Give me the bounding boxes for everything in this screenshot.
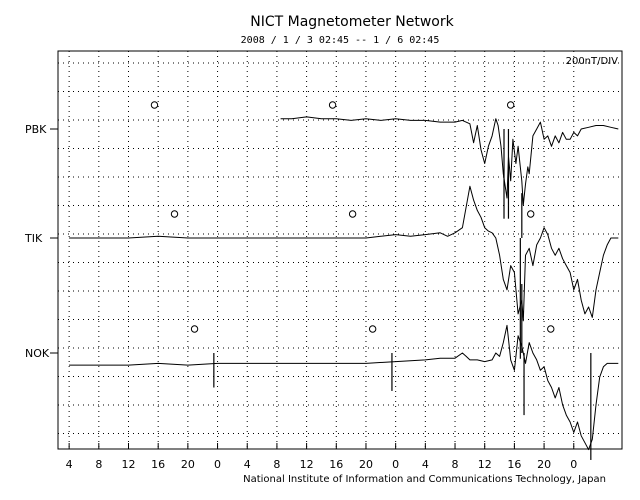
grid (58, 51, 622, 449)
x-tick-label: 20 (359, 458, 373, 471)
scale-label: 200nT/DIV (566, 56, 619, 67)
plot-frame (57, 50, 623, 450)
noon-marker-circle (368, 325, 377, 333)
station-pbk: PBK (25, 101, 619, 219)
x-tick-label: 4 (66, 458, 73, 471)
noon-marker-circle (348, 210, 357, 218)
x-tick-label: 12 (300, 458, 314, 471)
noon-marker-circle (506, 101, 515, 109)
noon-marker-circle (190, 325, 199, 333)
x-tick-label: 0 (570, 458, 577, 471)
chart-title: NICT Magnetometer Network (250, 14, 454, 30)
station-label: NOK (25, 347, 50, 360)
x-tick-label: 0 (214, 458, 221, 471)
noon-marker-circle (547, 325, 555, 333)
station-label: PBK (25, 123, 47, 136)
noon-marker-circle (150, 101, 159, 109)
x-tick-label: 16 (151, 458, 165, 471)
x-tick-label: 8 (273, 458, 280, 471)
x-tick-label: 8 (452, 458, 459, 471)
noon-marker-circle (328, 101, 337, 109)
x-axis-ticks (68, 443, 575, 449)
station-trace (69, 185, 619, 322)
x-tick-label: 12 (478, 458, 492, 471)
credit-text: National Institute of Information and Co… (243, 474, 606, 485)
x-tick-label: 20 (181, 458, 195, 471)
x-tick-label: 16 (329, 458, 343, 471)
station-trace (69, 324, 619, 451)
x-tick-label: 4 (244, 458, 251, 471)
x-tick-label: 16 (507, 458, 521, 471)
station-traces: PBK TIK NOK (24, 101, 619, 460)
noon-marker-circle (527, 210, 535, 218)
station-label: TIK (24, 232, 43, 245)
x-tick-label: 20 (537, 458, 551, 471)
x-tick-label: 8 (95, 458, 102, 471)
station-tik: TIK (24, 185, 619, 359)
x-tick-label: 0 (392, 458, 399, 471)
chart-subtitle: 2008 / 1 / 3 02:45 -- 1 / 6 02:45 (241, 35, 440, 46)
noon-marker-circle (170, 210, 179, 218)
x-tick-label: 4 (422, 458, 429, 471)
x-axis-tick-labels: 4 8 12 16 20 0 4 8 12 16 20 0 4 8 12 16 20 0 (66, 458, 578, 471)
station-nok: NOK (25, 284, 619, 460)
x-tick-label: 12 (122, 458, 136, 471)
station-trace (280, 116, 619, 206)
